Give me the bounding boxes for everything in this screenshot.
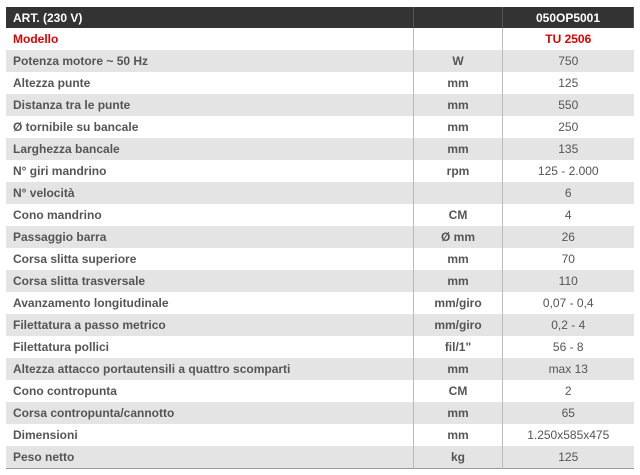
row-value: 250 [558, 120, 579, 134]
table-row: N° velocità 6 [6, 182, 634, 204]
row-label: Filettatura pollici [6, 336, 414, 358]
row-label: Corsa contropunta/cannotto [6, 402, 414, 424]
row-unit: mm [413, 424, 503, 446]
row-label: Ø tornibile su bancale [6, 116, 414, 138]
row-unit: fil/1" [413, 336, 503, 358]
row-value: 550 [502, 94, 634, 116]
row-unit: mm/giro [413, 314, 503, 336]
row-value: 4 [564, 208, 572, 222]
row-unit: mm [413, 358, 503, 380]
row-label: Avanzamento longitudinale [6, 292, 414, 314]
row-label: Corsa slitta superiore [6, 248, 414, 270]
row-unit: mm/giro [413, 292, 503, 314]
row-label: Filettatura a passo metrico [6, 314, 414, 336]
model-value: TU 2506 [545, 32, 592, 46]
table-row: Filettatura a passo metrico mm/giro 0,2 - … [6, 314, 634, 336]
table-row: N° giri mandrino rpm 125 - 2.000 [6, 160, 634, 182]
row-value: 0,07 - 0,4 [542, 296, 594, 310]
table-row: Altezza punte mm 125 [6, 72, 634, 94]
row-value: 110 [502, 270, 634, 292]
table-header: ART. (230 V) 050OP5001 [6, 7, 634, 28]
row-value: 26 [502, 226, 634, 248]
row-label: Altezza punte [6, 72, 414, 94]
row-label: Dimensioni [6, 424, 414, 446]
row-label: Cono contropunta [6, 380, 414, 402]
header-unit [413, 7, 503, 28]
table-row: Cono contropunta CM 2 [6, 380, 634, 402]
row-value: max 13 [502, 358, 634, 380]
table-row: Altezza attacco portautensili a quattro … [6, 358, 634, 380]
row-unit: kg [413, 446, 503, 469]
row-unit: mm [413, 138, 503, 160]
row-unit: Ø mm [413, 226, 503, 248]
row-unit: CM [413, 380, 503, 402]
row-value: 135 [502, 138, 634, 160]
row-label: Larghezza bancale [6, 138, 414, 160]
row-unit [413, 182, 503, 204]
row-unit: CM [413, 204, 503, 226]
row-value: 125 [558, 76, 579, 90]
row-unit: rpm [413, 160, 503, 182]
row-unit: mm [413, 72, 503, 94]
row-label: Altezza attacco portautensili a quattro … [6, 358, 414, 380]
model-unit [413, 28, 503, 50]
table-row: Corsa slitta superiore mm 70 [6, 248, 634, 270]
header-article: 050OP5001 [502, 7, 634, 28]
row-value: 6 [502, 182, 634, 204]
row-label: Passaggio barra [6, 226, 414, 248]
table-row: Corsa contropunta/cannotto mm 65 [6, 402, 634, 424]
model-label: Modello [6, 28, 414, 50]
row-label: N° velocità [6, 182, 414, 204]
table-row: Distanza tra le punte mm 550 [6, 94, 634, 116]
table-row: Potenza motore ~ 50 Hz W 750 [6, 50, 634, 72]
row-label: Potenza motore ~ 50 Hz [6, 50, 414, 72]
row-unit: mm [413, 94, 503, 116]
row-value: 125 [502, 446, 634, 469]
row-value: 56 - 8 [552, 340, 584, 354]
model-row: Modello TU 2506 [6, 28, 634, 50]
row-value: 70 [561, 252, 575, 266]
spec-table: ART. (230 V) 050OP5001 Modello TU 2506 P… [6, 7, 634, 469]
table-row: Corsa slitta trasversale mm 110 [6, 270, 634, 292]
row-label: N° giri mandrino [6, 160, 414, 182]
row-unit: mm [413, 248, 503, 270]
row-unit: W [413, 50, 503, 72]
row-unit: mm [413, 270, 503, 292]
table-row: Larghezza bancale mm 135 [6, 138, 634, 160]
table-row: Passaggio barra Ø mm 26 [6, 226, 634, 248]
row-label: Corsa slitta trasversale [6, 270, 414, 292]
row-value: 0,2 - 4 [502, 314, 634, 336]
row-value: 125 - 2.000 [537, 164, 599, 178]
row-unit: mm [413, 116, 503, 138]
table-row: Cono mandrino CM 4 [6, 204, 634, 226]
table-row: Avanzamento longitudinale mm/giro 0,07 - 0… [6, 292, 634, 314]
row-value: 750 [502, 50, 634, 72]
table-row: Ø tornibile su bancale mm 250 [6, 116, 634, 138]
row-value: 65 [502, 402, 634, 424]
header-label: ART. (230 V) [6, 7, 414, 28]
row-value: 1.250x585x475 [527, 428, 610, 442]
table-row: Dimensioni mm 1.250x585x475 [6, 424, 634, 446]
table-row: Filettatura pollici fil/1" 56 - 8 [6, 336, 634, 358]
row-value: 2 [564, 384, 572, 398]
row-unit: mm [413, 402, 503, 424]
row-label: Peso netto [6, 446, 414, 469]
table-row: Peso netto kg 125 [6, 446, 634, 469]
row-label: Cono mandrino [6, 204, 414, 226]
row-label: Distanza tra le punte [6, 94, 414, 116]
